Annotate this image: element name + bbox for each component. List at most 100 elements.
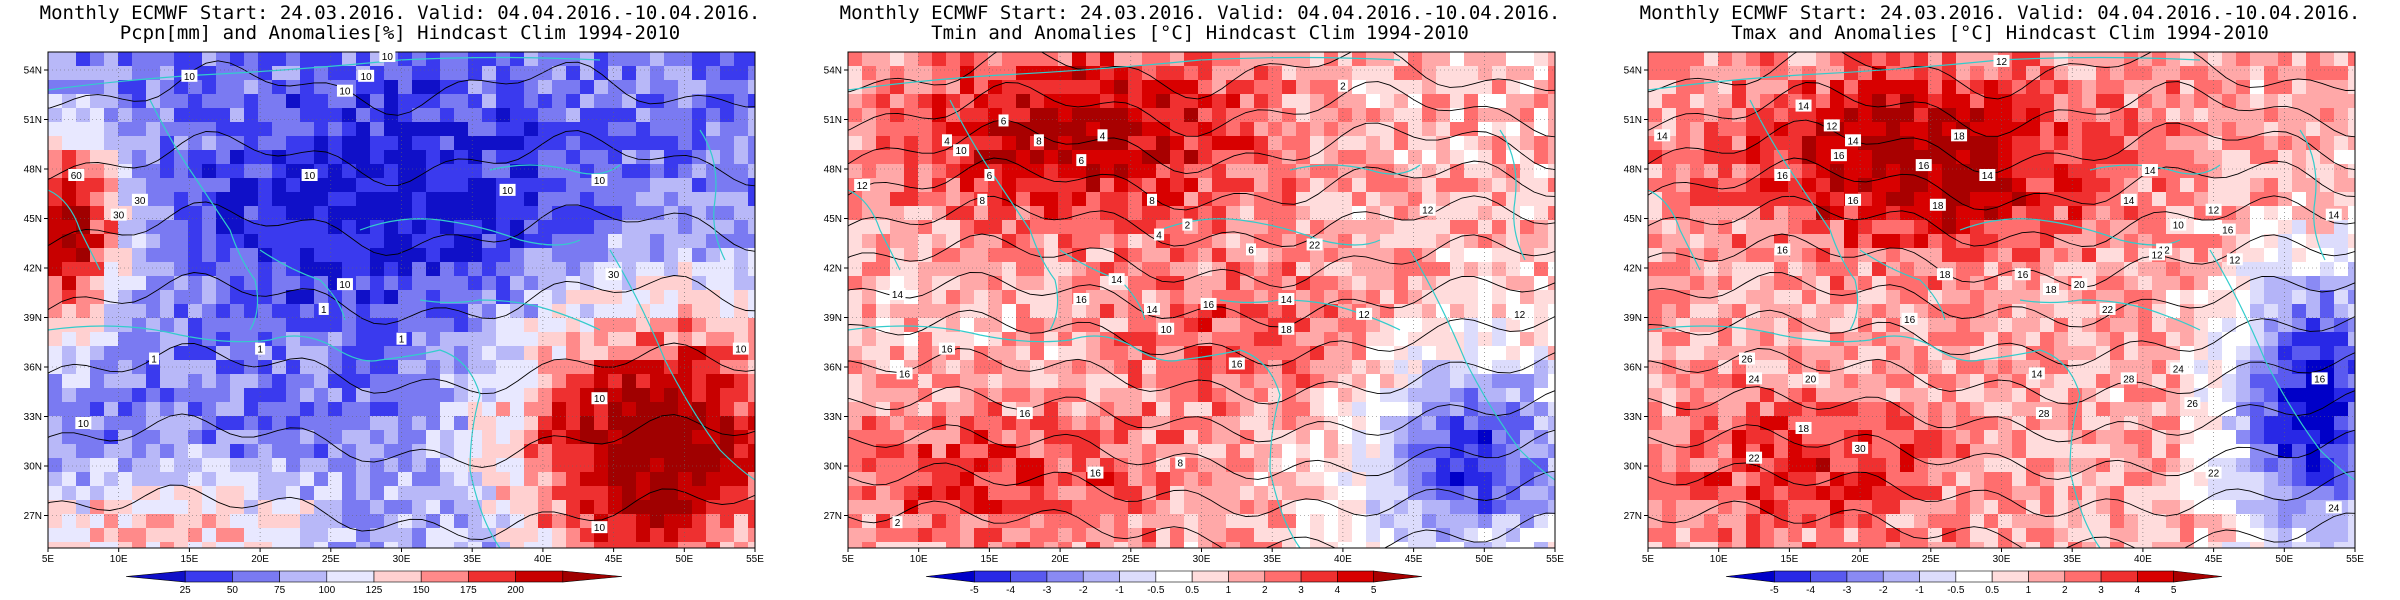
contour-lines bbox=[848, 52, 1555, 548]
contour-line bbox=[1648, 500, 2355, 548]
contour-value-label: 16 bbox=[1904, 315, 1916, 326]
colorbar-segment bbox=[468, 570, 516, 583]
contour-value-label: 10 bbox=[184, 72, 196, 83]
contour-value-label: 16 bbox=[1203, 300, 1215, 311]
colorbar-segment bbox=[1264, 570, 1302, 583]
lon-tick-label: 20E bbox=[251, 554, 269, 565]
contour-line bbox=[1648, 195, 2355, 247]
contour-value-label: 14 bbox=[1847, 136, 1859, 147]
colorbar-segment bbox=[1725, 570, 1775, 583]
colorbar-tick-label: 50 bbox=[227, 585, 239, 596]
contour-value-label: 12 bbox=[1826, 121, 1838, 132]
lon-tick-label: 40E bbox=[1334, 554, 1352, 565]
panel-title-line1: Monthly ECMWF Start: 24.03.2016. Valid: … bbox=[1639, 2, 2361, 24]
colorbar-tick-label: -1 bbox=[1115, 585, 1124, 596]
contour-value-label: 1 bbox=[257, 345, 263, 356]
colorbar-tick-label: -0.5 bbox=[1947, 585, 1965, 596]
contour-value-label: 2 bbox=[1340, 82, 1346, 93]
coastline bbox=[2209, 249, 2355, 481]
contour-line bbox=[1648, 52, 2355, 100]
contour-line bbox=[48, 272, 755, 325]
contour-value-label: 10 bbox=[78, 419, 90, 430]
contour-value-label: 2 bbox=[1185, 221, 1191, 232]
contour-value-label: 8 bbox=[1036, 136, 1042, 147]
contour-value-label: 28 bbox=[2123, 374, 2135, 385]
lat-tick-label: 42N bbox=[1624, 264, 1642, 275]
contour-line bbox=[1648, 272, 2355, 328]
contour-value-label: 6 bbox=[987, 171, 993, 182]
precip-panel: Monthly ECMWF Start: 24.03.2016. Valid: … bbox=[0, 0, 800, 600]
panel-title-line2: Tmin and Anomalies [°C] Hindcast Clim 19… bbox=[931, 22, 1469, 44]
colorbar-tick-label: -5 bbox=[970, 585, 979, 596]
lat-tick-label: 36N bbox=[1624, 363, 1642, 374]
contour-value-label: 16 bbox=[1777, 171, 1789, 182]
lon-tick-label: 35E bbox=[463, 554, 481, 565]
lat-tick-label: 36N bbox=[824, 363, 842, 374]
contour-value-label: 22 bbox=[2102, 305, 2114, 316]
lat-tick-label: 42N bbox=[824, 264, 842, 275]
lat-tick-label: 39N bbox=[24, 313, 42, 324]
lon-tick-label: 10E bbox=[110, 554, 128, 565]
panel-title-line2: Pcpn[mm] and Anomalies[%] Hindcast Clim … bbox=[119, 22, 681, 44]
colorbar-segment bbox=[1010, 570, 1048, 583]
coastline bbox=[419, 299, 601, 331]
contour-value-label: 14 bbox=[1111, 275, 1123, 286]
tmax-map: 5E 10E 15E 20E 25E 30E 35E 40E 45E 50E 55E 54N 51N 48… bbox=[1624, 51, 2364, 596]
contour-value-label: 10 bbox=[382, 52, 394, 63]
lat-tick-label: 51N bbox=[824, 115, 842, 126]
contour-line bbox=[1648, 424, 2355, 480]
tmax-panel: Monthly ECMWF Start: 24.03.2016. Valid: … bbox=[1600, 0, 2400, 600]
contour-value-label: 14 bbox=[2123, 196, 2135, 207]
contour-value-label: 16 bbox=[2017, 270, 2029, 281]
coastline bbox=[1409, 249, 1555, 481]
colorbar: 25 50 75 100 125 150 175 200 bbox=[125, 570, 623, 596]
lat-tick-label: 30N bbox=[824, 462, 842, 473]
colorbar-tick-label: 4 bbox=[2135, 585, 2141, 596]
colorbar-segment bbox=[1810, 570, 1848, 583]
lon-tick-label: 15E bbox=[1781, 554, 1799, 565]
contour-line bbox=[848, 500, 1555, 548]
lat-tick-label: 33N bbox=[24, 412, 42, 423]
contour-value-label: 10 bbox=[339, 87, 351, 98]
lon-tick-label: 55E bbox=[1546, 554, 1564, 565]
contour-value-label: 8 bbox=[980, 196, 986, 207]
tmin-panel: Monthly ECMWF Start: 24.03.2016. Valid: … bbox=[800, 0, 1600, 600]
colorbar-segment bbox=[326, 570, 375, 583]
contour-line bbox=[848, 81, 1555, 138]
colorbar-tick-label: -5 bbox=[1770, 585, 1779, 596]
colorbar-tick-label: 0.5 bbox=[1185, 585, 1199, 596]
colorbar-segment bbox=[2064, 570, 2102, 583]
contour-line bbox=[848, 309, 1555, 367]
contour-value-label: 14 bbox=[1657, 131, 1669, 142]
lon-tick-label: 10E bbox=[910, 554, 928, 565]
colorbar-tick-label: 2 bbox=[2062, 585, 2068, 596]
contour-value-label: 10 bbox=[502, 186, 514, 197]
contour-value-labels: 10 10 10 10 10 10 10 10 30 60 30 10 1 1 1 1 10 30 10 10 bbox=[68, 49, 749, 534]
contour-value-label: 12 bbox=[1996, 57, 2008, 68]
colorbar-tick-label: 175 bbox=[460, 585, 477, 596]
contour-value-label: 26 bbox=[1741, 355, 1753, 366]
colorbar-segment bbox=[1991, 570, 2029, 583]
colorbar-segment bbox=[974, 570, 1011, 583]
lat-tick-label: 51N bbox=[1624, 115, 1642, 126]
contour-value-label: 2 bbox=[895, 518, 901, 529]
contour-value-label: 6 bbox=[1079, 156, 1085, 167]
contour-line bbox=[1648, 309, 2355, 367]
contour-line bbox=[48, 60, 755, 116]
contour-value-label: 24 bbox=[2328, 503, 2340, 514]
contour-value-label: 10 bbox=[735, 345, 747, 356]
colorbar-segment bbox=[184, 570, 233, 583]
contour-lines bbox=[1648, 52, 2355, 548]
contour-value-label: 1 bbox=[399, 335, 405, 346]
colorbar-tick-label: 5 bbox=[1371, 585, 1377, 596]
contour-value-label: 14 bbox=[1146, 305, 1158, 316]
lat-tick-label: 54N bbox=[24, 66, 42, 77]
contour-value-label: 16 bbox=[1019, 409, 1031, 420]
lat-tick-label: 33N bbox=[824, 412, 842, 423]
contour-value-label: 22 bbox=[1309, 240, 1321, 251]
colorbar-tick-label: 125 bbox=[366, 585, 383, 596]
lat-tick-label: 48N bbox=[824, 165, 842, 176]
contour-value-label: 10 bbox=[594, 176, 606, 187]
lon-tick-label: 50E bbox=[2275, 554, 2293, 565]
contour-line bbox=[1648, 386, 2355, 443]
